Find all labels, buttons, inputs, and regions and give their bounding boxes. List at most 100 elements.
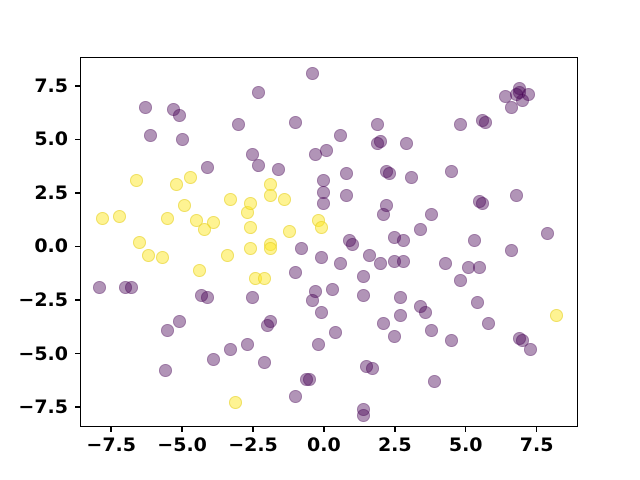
scatter-point-class-purple (206, 353, 220, 367)
scatter-point-class-purple (306, 293, 320, 307)
scatter-point-class-purple (371, 117, 385, 131)
scatter-point-class-yellow (192, 263, 206, 277)
scatter-point-class-purple (232, 117, 246, 131)
scatter-point-class-yellow (161, 212, 175, 226)
scatter-point-class-purple (345, 237, 359, 251)
scatter-point-class-purple (320, 143, 334, 157)
y-tick-label: 0.0 (34, 235, 68, 258)
scatter-point-class-purple (515, 94, 529, 108)
scatter-point-class-yellow (229, 396, 243, 410)
x-tick-mark (181, 427, 183, 432)
scatter-point-class-purple (357, 269, 371, 283)
y-tick-label: −5.0 (18, 342, 68, 365)
scatter-point-class-purple (257, 355, 271, 369)
x-tick-label: 0.0 (307, 434, 341, 456)
scatter-point-class-purple (479, 115, 493, 129)
scatter-point-class-purple (473, 261, 487, 275)
y-tick-label: −7.5 (18, 396, 68, 419)
scatter-point-class-yellow (178, 199, 192, 213)
scatter-point-class-purple (201, 160, 215, 174)
scatter-point-class-purple (172, 314, 186, 328)
scatter-point-class-purple (272, 162, 286, 176)
scatter-point-class-purple (376, 317, 390, 331)
scatter-point-class-purple (481, 317, 495, 331)
y-tick-label: −2.5 (18, 289, 68, 312)
scatter-point-class-purple (340, 188, 354, 202)
scatter-point-class-purple (445, 165, 458, 179)
x-tick-label: −2.5 (228, 434, 278, 456)
scatter-point-class-yellow (263, 242, 277, 256)
scatter-point-class-purple (144, 128, 158, 142)
scatter-point-class-yellow (155, 250, 169, 264)
scatter-point-class-purple (289, 115, 303, 129)
scatter-point-class-yellow (96, 212, 110, 226)
scatter-point-class-yellow (141, 248, 155, 262)
scatter-point-class-purple (445, 334, 458, 348)
scatter-point-class-purple (138, 100, 152, 114)
scatter-point-class-purple (399, 137, 413, 151)
scatter-point-class-yellow (133, 235, 147, 249)
scatter-point-class-purple (252, 158, 266, 172)
x-tick-label: 2.5 (377, 434, 412, 456)
x-tick-mark (464, 427, 467, 432)
scatter-point-class-yellow (184, 171, 198, 185)
scatter-point-class-purple (317, 197, 331, 211)
scatter-point-class-purple (467, 233, 481, 247)
scatter-point-class-purple (328, 325, 342, 339)
scatter-point-class-purple (504, 100, 518, 114)
scatter-point-class-purple (223, 342, 237, 356)
scatter-point-class-purple (453, 117, 467, 131)
scatter-point-class-purple (124, 280, 138, 294)
scatter-point-class-yellow (220, 248, 234, 262)
scatter-point-class-yellow (113, 210, 127, 224)
scatter-point-class-yellow (243, 220, 257, 234)
scatter-point-class-purple (334, 257, 348, 271)
scatter-point-class-purple (388, 329, 402, 343)
scatter-point-class-purple (524, 342, 538, 356)
scatter-point-class-purple (374, 257, 388, 271)
scatter-point-class-yellow (277, 192, 291, 206)
scatter-point-class-yellow (223, 192, 237, 206)
scatter-point-class-purple (510, 188, 524, 202)
x-tick-label: −7.5 (86, 434, 136, 456)
scatter-point-class-purple (294, 242, 308, 256)
y-tick-label: 5.0 (34, 128, 68, 151)
x-tick-label: 5.0 (448, 434, 483, 456)
scatter-point-class-yellow (243, 242, 257, 256)
scatter-point-class-yellow (243, 197, 257, 211)
scatter-point-class-purple (453, 274, 467, 288)
scatter-point-class-purple (260, 319, 274, 333)
scatter-point-class-purple (376, 207, 390, 221)
x-tick-mark (252, 427, 254, 432)
scatter-point-class-yellow (263, 188, 277, 202)
scatter-point-class-purple (340, 167, 354, 181)
y-tick-mark (75, 406, 80, 408)
y-tick-label: 7.5 (34, 74, 68, 97)
x-tick-label: 7.5 (519, 434, 554, 456)
scatter-point-class-purple (476, 197, 490, 211)
scatter-point-class-purple (541, 227, 555, 241)
scatter-point-class-yellow (257, 272, 271, 286)
scatter-point-class-purple (314, 306, 328, 320)
scatter-point-class-purple (405, 171, 419, 185)
scatter-point-class-purple (374, 135, 388, 149)
scatter-point-class-purple (393, 291, 407, 305)
scatter-point-class-purple (396, 254, 410, 268)
scatter-point-class-purple (325, 282, 339, 296)
x-tick-mark (110, 427, 112, 432)
scatter-point-class-purple (311, 338, 325, 352)
scatter-point-class-purple (93, 280, 107, 294)
scatter-point-class-yellow (198, 222, 212, 236)
scatter-point-class-purple (306, 66, 320, 80)
scatter-point-class-purple (240, 338, 254, 352)
scatter-point-class-purple (470, 295, 484, 309)
scatter-point-class-yellow (169, 177, 183, 191)
scatter-point-class-purple (175, 132, 189, 146)
scatter-point-class-purple (303, 372, 317, 386)
x-tick-label: −5.0 (157, 434, 207, 456)
scatter-point-class-yellow (314, 220, 328, 234)
x-tick-mark (535, 427, 538, 432)
scatter-point-class-yellow (130, 173, 144, 187)
scatter-point-class-purple (252, 85, 266, 99)
